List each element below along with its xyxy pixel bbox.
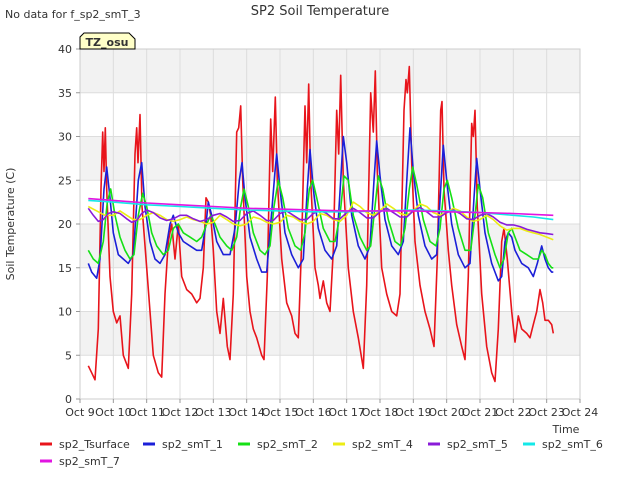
y-tick-label: 10 xyxy=(58,306,72,319)
legend-item: sp2_smT_5 xyxy=(428,438,508,451)
y-tick-label: 0 xyxy=(65,393,72,406)
tz-badge-label: TZ_osu xyxy=(86,36,129,49)
x-tick-label: Oct 9 xyxy=(65,406,95,419)
x-tick-label: Oct 17 xyxy=(328,406,365,419)
y-axis: 0 5 10 15 20 25 30 35 40 xyxy=(58,43,80,406)
x-tick-label: Oct 24 xyxy=(562,406,599,419)
y-tick-label: 20 xyxy=(58,218,72,231)
tz-badge-box xyxy=(79,32,136,50)
series-line-sp2_smT_6 xyxy=(88,199,554,221)
legend-label: sp2_Tsurface xyxy=(59,438,130,451)
x-tick-label: Oct 11 xyxy=(128,406,165,419)
legend-label: sp2_smT_1 xyxy=(162,438,223,451)
x-tick-label: Oct 23 xyxy=(528,406,565,419)
legend-item: sp2_smT_4 xyxy=(333,438,413,451)
y-tick-label: 5 xyxy=(65,349,72,362)
x-tick-label: Oct 21 xyxy=(462,406,499,419)
series-line-sp2_smT_2 xyxy=(87,166,554,269)
x-tick-label: Oct 16 xyxy=(295,406,332,419)
series-line-sp2_smT_4 xyxy=(87,201,554,241)
legend: sp2_Tsurface sp2_smT_1 sp2_smT_2 sp2_smT_4 s… xyxy=(40,438,603,468)
x-tick-label: Oct 12 xyxy=(162,406,199,419)
y-axis-label: Soil Temperature (C) xyxy=(4,168,17,281)
tz-badge: TZ_osu xyxy=(79,32,136,50)
legend-item: sp2_smT_1 xyxy=(143,438,223,451)
x-tick-label: Oct 15 xyxy=(262,406,299,419)
x-tick-label: Oct 14 xyxy=(228,406,265,419)
legend-item: sp2_smT_6 xyxy=(523,438,603,451)
x-tick-label: Oct 19 xyxy=(395,406,432,419)
x-tick-label: Oct 18 xyxy=(362,406,399,419)
no-data-note: No data for f_sp2_smT_3 xyxy=(5,8,141,21)
plot-band xyxy=(80,92,580,137)
legend-label: sp2_smT_2 xyxy=(257,438,318,451)
x-tick-label: Oct 13 xyxy=(195,406,232,419)
series-layer xyxy=(87,65,555,383)
x-tick-label: Oct 22 xyxy=(495,406,532,419)
x-tick-label: Oct 10 xyxy=(95,406,132,419)
legend-label: sp2_smT_4 xyxy=(352,438,413,451)
legend-item: sp2_Tsurface xyxy=(40,438,130,451)
chart-title: SP2 Soil Temperature xyxy=(251,4,389,19)
series-line-sp2_smT_5 xyxy=(87,206,554,236)
legend-item: sp2_smT_2 xyxy=(238,438,318,451)
x-tick-label: Oct 20 xyxy=(428,406,465,419)
y-tick-label: 30 xyxy=(58,131,72,144)
plot-band xyxy=(80,136,580,181)
y-tick-label: 25 xyxy=(58,174,72,187)
legend-label: sp2_smT_5 xyxy=(447,438,508,451)
x-axis-label: Time xyxy=(552,423,580,436)
series-line-sp2_Tsurface xyxy=(87,65,555,383)
legend-item: sp2_smT_7 xyxy=(40,455,120,468)
y-tick-label: 40 xyxy=(58,43,72,56)
legend-label: sp2_smT_7 xyxy=(59,455,120,468)
series-line-sp2_smT_7 xyxy=(88,197,554,217)
legend-label: sp2_smT_6 xyxy=(542,438,603,451)
y-tick-label: 15 xyxy=(58,262,72,275)
plot-band xyxy=(80,49,580,93)
plot-band xyxy=(80,311,580,356)
y-tick-label: 35 xyxy=(58,87,72,100)
